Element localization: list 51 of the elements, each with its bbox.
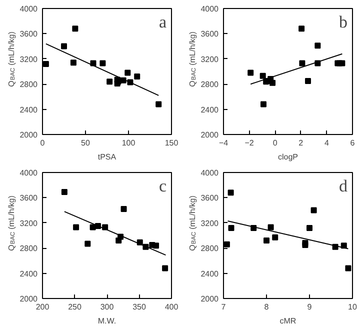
x-tick-label: 6 (350, 138, 356, 148)
x-tick-label: −2 (244, 138, 254, 148)
y-tick-label: 3600 (20, 194, 38, 203)
x-tick-label: 300 (100, 302, 114, 312)
x-tick-label: 7 (221, 302, 226, 312)
x-tick-label: 0 (40, 138, 46, 148)
annotation: b (339, 12, 348, 32)
y-tick-label: 2800 (200, 80, 220, 90)
y-tick-label: 2400 (200, 105, 220, 114)
y-tick-label: 3200 (200, 54, 220, 64)
x-tick-label: 100 (122, 138, 136, 148)
y-tick-label: 2400 (200, 269, 220, 278)
x-axis-title: clogP (278, 152, 298, 162)
x-axis-title: cMR (280, 316, 296, 326)
x-tick-label: 400 (164, 302, 179, 312)
annotation: c (158, 176, 167, 196)
annotation: a (158, 12, 167, 32)
y-tick-label: 4000 (200, 168, 220, 178)
x-tick-label: 350 (132, 302, 146, 312)
y-tick-label: 2800 (200, 244, 220, 254)
x-tick-label: −4 (218, 138, 229, 148)
y-tick-label: 2400 (20, 269, 38, 278)
x-tick-label: 4 (324, 138, 330, 148)
y-tick-label: 2000 (20, 294, 38, 304)
x-tick-label: 9 (307, 302, 312, 312)
y-tick-label: 2000 (200, 130, 220, 140)
x-tick-label: 2 (298, 138, 304, 148)
x-tick-label: 10 (348, 302, 358, 312)
y-tick-label: 3200 (200, 218, 220, 228)
y-tick-label: 2400 (20, 105, 38, 114)
y-tick-label: 3600 (200, 30, 220, 39)
y-tick-label: 3200 (20, 218, 38, 228)
x-axis-title: M.W. (98, 316, 116, 326)
x-tick-label: 150 (164, 138, 179, 148)
x-tick-label: 8 (264, 302, 270, 312)
y-tick-label: 4000 (20, 4, 38, 14)
y-tick-label: 4000 (20, 168, 38, 178)
x-tick-label: 50 (81, 138, 90, 148)
x-axis-title: tPSA (98, 152, 117, 162)
y-tick-label: 2000 (200, 294, 220, 304)
y-tick-label: 2800 (20, 244, 38, 254)
x-tick-label: 0 (272, 138, 278, 148)
y-tick-label: 2800 (20, 80, 38, 90)
y-tick-label: 4000 (200, 4, 220, 14)
x-tick-label: 250 (68, 302, 82, 312)
y-tick-label: 3600 (200, 194, 220, 203)
y-tick-label: 3600 (20, 30, 38, 39)
y-tick-label: 2000 (20, 130, 38, 140)
annotation: d (339, 176, 348, 196)
x-tick-label: 200 (36, 302, 50, 312)
y-tick-label: 3200 (20, 54, 38, 64)
